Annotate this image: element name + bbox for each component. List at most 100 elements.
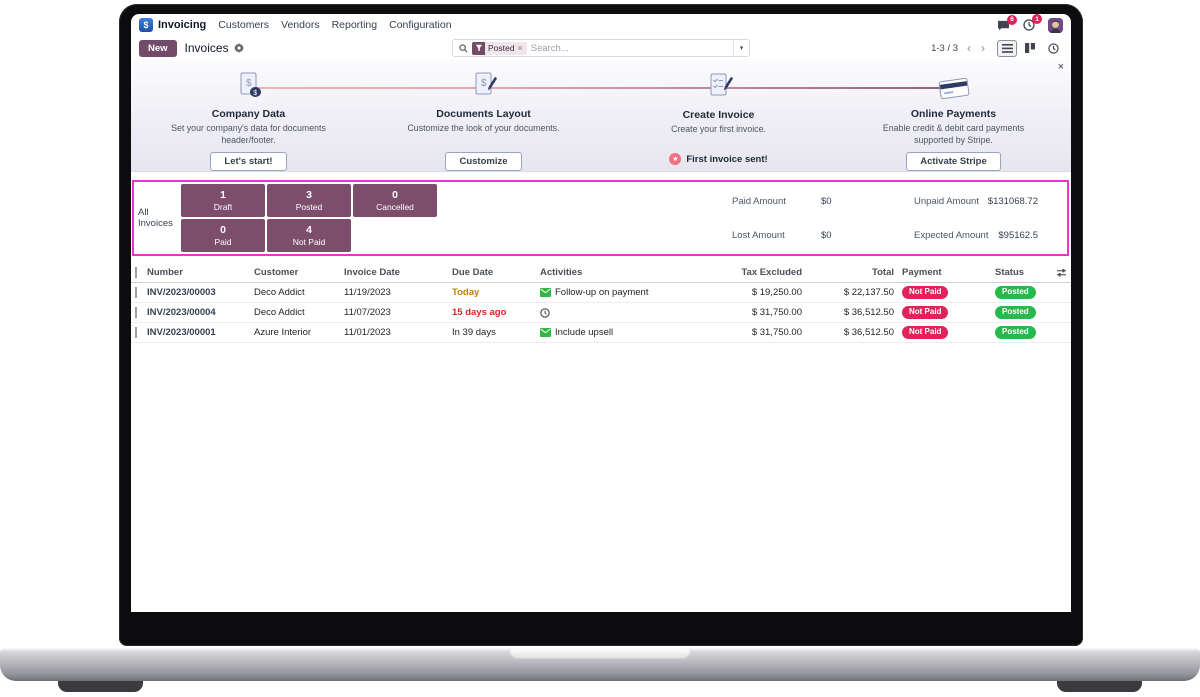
step-done-label: First invoice sent! [686, 153, 768, 165]
payment-badge: Not Paid [902, 306, 949, 319]
step-title: Online Payments [910, 108, 997, 121]
lost-amount-value: $0 [821, 230, 832, 241]
payment-badge: Not Paid [902, 286, 949, 299]
box-count: 0 [220, 224, 226, 237]
activities-badge: 1 [1032, 14, 1042, 24]
total-value: $ 36,512.50 [843, 307, 894, 318]
col-activities[interactable]: Activities [540, 267, 583, 278]
optional-columns-button[interactable] [1052, 268, 1071, 277]
box-count: 0 [392, 189, 398, 202]
onboarding-progress-line [244, 87, 958, 89]
filter-tag-posted[interactable]: Posted × [472, 41, 527, 55]
customize-button[interactable]: Customize [445, 152, 522, 171]
summary-box-paid[interactable]: 0 Paid [181, 219, 265, 252]
unpaid-amount-value: $131068.72 [987, 196, 1038, 207]
col-due-date[interactable]: Due Date [452, 267, 494, 278]
summary-box-posted[interactable]: 3 Posted [267, 184, 351, 217]
summary-box-not-paid[interactable]: 4 Not Paid [267, 219, 351, 252]
action-gear-button[interactable] [233, 43, 244, 53]
summary-boxes: 1 Draft 3 Posted 0 Cancelled 0 Paid 4 [181, 184, 437, 252]
col-invoice-date[interactable]: Invoice Date [344, 267, 400, 278]
adjust-columns-icon [1057, 268, 1066, 276]
invoice-row[interactable]: INV/2023/00001 Azure Interior 11/01/2023… [131, 323, 1071, 343]
activity-cell[interactable]: Include upsell [540, 327, 700, 338]
summary-box-draft[interactable]: 1 Draft [181, 184, 265, 217]
email-activity-icon [540, 288, 551, 297]
menu-customers[interactable]: Customers [218, 19, 270, 31]
activity-view-icon [1047, 42, 1059, 54]
app-window: $ Invoicing Customers Vendors Reporting … [131, 14, 1071, 612]
activity-cell[interactable] [540, 307, 700, 318]
col-number[interactable]: Number [147, 267, 183, 278]
invoice-row[interactable]: INV/2023/00003 Deco Addict 11/19/2023 To… [131, 283, 1071, 303]
row-checkbox[interactable] [135, 327, 137, 338]
app-brand[interactable]: $ Invoicing [139, 18, 206, 32]
activities-button[interactable]: 1 [1023, 14, 1042, 31]
summary-label: All Invoices [138, 207, 173, 229]
expected-amount-label: Expected Amount [914, 230, 989, 241]
search-input[interactable] [530, 42, 733, 54]
col-payment[interactable]: Payment [902, 267, 942, 278]
menu-configuration[interactable]: Configuration [389, 19, 452, 31]
box-label: Paid [214, 236, 232, 247]
search-bar[interactable]: Posted × ▾ [452, 39, 750, 57]
invoice-number: INV/2023/00003 [147, 287, 216, 298]
app-name[interactable]: Invoicing [158, 19, 207, 31]
new-button[interactable]: New [139, 39, 177, 57]
messages-button[interactable]: 6 [997, 14, 1017, 31]
activity-cell[interactable]: Follow-up on payment [540, 287, 700, 298]
company-data-icon: $ $ [234, 71, 264, 103]
activate-stripe-button[interactable]: Activate Stripe [906, 152, 1001, 171]
invoice-date: 11/19/2023 [344, 287, 391, 298]
filter-tag-label: Posted [488, 43, 515, 53]
control-panel: New Invoices Posted × ▾ [131, 36, 1071, 60]
onboarding-steps: $ $ Company Data Set your company's data… [131, 60, 1071, 171]
lets-start-button[interactable]: Let's start! [210, 152, 287, 171]
onboarding-panel: × $ $ Company Data Set your company's da… [131, 60, 1071, 172]
row-checkbox[interactable] [135, 287, 137, 298]
credit-card-icon [937, 71, 971, 103]
list-view-button[interactable] [997, 39, 1017, 57]
search-icon [459, 43, 468, 53]
invoice-row[interactable]: INV/2023/00004 Deco Addict 11/07/2023 15… [131, 303, 1071, 323]
create-invoice-icon [704, 71, 734, 104]
step-description: Customize the look of your documents. [407, 123, 560, 134]
paid-amount-label: Paid Amount [732, 196, 786, 207]
top-navbar: $ Invoicing Customers Vendors Reporting … [131, 14, 1071, 36]
clock-icon [1023, 19, 1035, 31]
col-tax-excluded[interactable]: Tax Excluded [741, 267, 802, 278]
remove-filter-icon[interactable]: × [517, 43, 523, 53]
svg-text:$: $ [253, 90, 257, 97]
step-title: Company Data [211, 108, 286, 121]
email-activity-icon [540, 328, 551, 337]
search-dropdown-toggle[interactable]: ▾ [733, 40, 749, 56]
kanban-view-button[interactable] [1020, 40, 1040, 57]
kanban-view-icon [1025, 43, 1035, 53]
select-all-checkbox[interactable] [135, 267, 137, 278]
pager-and-views: 1-3 / 3 ‹ › [931, 39, 1063, 57]
invoice-number: INV/2023/00001 [147, 327, 216, 338]
step-done-status: ★ First invoice sent! [669, 153, 768, 165]
activity-view-button[interactable] [1043, 40, 1063, 57]
invoice-customer: Deco Addict [254, 287, 305, 298]
col-total[interactable]: Total [872, 267, 894, 278]
breadcrumb[interactable]: Invoices [184, 41, 229, 55]
row-checkbox[interactable] [135, 307, 137, 318]
summary-box-cancelled[interactable]: 0 Cancelled [353, 184, 437, 217]
invoicing-app-icon[interactable]: $ [139, 18, 153, 32]
pager-next-icon[interactable]: › [981, 41, 985, 55]
close-onboarding-icon[interactable]: × [1057, 61, 1064, 73]
activity-label: Include upsell [555, 327, 614, 338]
invoice-number: INV/2023/00004 [147, 307, 216, 318]
user-avatar[interactable] [1048, 17, 1063, 33]
menu-vendors[interactable]: Vendors [281, 19, 320, 31]
col-customer[interactable]: Customer [254, 267, 299, 278]
col-status[interactable]: Status [995, 267, 1025, 278]
status-badge: Posted [995, 306, 1036, 319]
onboarding-step-company-data: $ $ Company Data Set your company's data… [131, 71, 366, 171]
chat-bubble-icon [998, 20, 1009, 30]
box-label: Not Paid [292, 236, 326, 247]
pager-previous-icon[interactable]: ‹ [967, 41, 971, 55]
menu-reporting[interactable]: Reporting [331, 19, 378, 31]
onboarding-step-create-invoice: Create Invoice Create your first invoice… [601, 71, 836, 171]
